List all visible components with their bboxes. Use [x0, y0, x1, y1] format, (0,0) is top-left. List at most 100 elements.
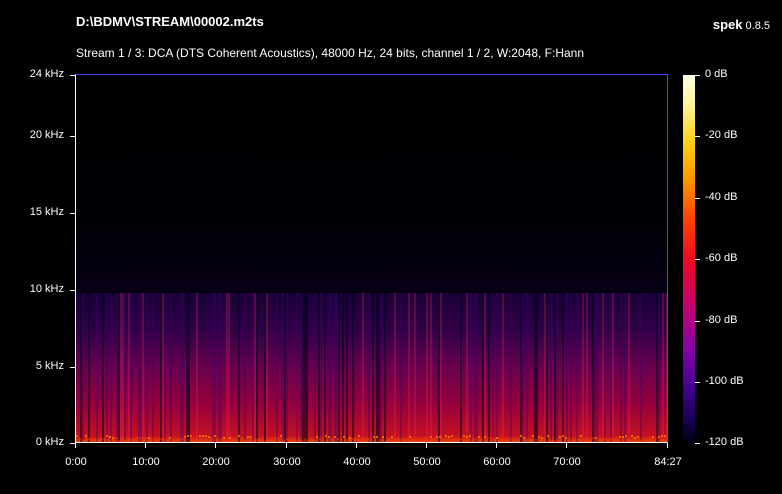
x-tick-0	[75, 443, 76, 448]
spectrogram-column	[516, 293, 518, 442]
app-brand: spek 0.8.5	[713, 17, 770, 32]
spectrogram-column	[80, 293, 82, 442]
spectrogram-bass-speck	[373, 436, 375, 438]
spectrogram-bass-speck	[409, 436, 411, 438]
spectrogram-column	[444, 293, 446, 442]
spectrogram-column	[552, 293, 554, 442]
x-label-10: 10:00	[132, 456, 160, 468]
spectrogram-bass-speck	[487, 437, 489, 439]
spectrogram-column	[306, 293, 308, 442]
spectrogram-bass-speck	[199, 435, 201, 437]
spectrogram-bass-speck	[448, 436, 450, 438]
spectrogram-bass-speck	[592, 437, 594, 439]
spectrogram-bass-speck	[343, 436, 345, 438]
spectrogram-bass-speck	[268, 439, 270, 441]
spectrogram-column	[200, 293, 202, 442]
spectrogram-column	[388, 293, 390, 442]
spectrogram-column	[382, 293, 384, 442]
spectrogram-column	[362, 293, 364, 442]
spectrogram-column	[464, 293, 466, 442]
spectrogram-column	[470, 293, 472, 442]
x-label-0: 0:00	[65, 456, 87, 468]
spectrogram-bass-speck	[385, 440, 387, 442]
spectrogram-column	[556, 293, 558, 442]
spectrogram-column	[192, 293, 194, 442]
spectrogram-column	[474, 293, 476, 442]
spectrogram-bass-speck	[241, 437, 243, 439]
spectrogram-column	[618, 293, 620, 442]
spectrogram-column	[334, 293, 336, 442]
spectrogram-bass-speck	[127, 438, 129, 440]
spectrogram-column	[424, 293, 426, 442]
spectrogram-column	[534, 293, 536, 442]
spectrogram-bass-speck	[340, 439, 342, 441]
spectrogram-column	[188, 293, 190, 442]
spectrogram-bass-speck	[265, 440, 267, 442]
spectrogram-bass-speck	[328, 436, 330, 438]
spectrogram-column	[514, 293, 516, 442]
spectrogram-column	[146, 293, 148, 442]
spectrogram-column	[234, 293, 236, 442]
spectrogram-column	[148, 293, 150, 442]
spectrogram-bass-speck	[304, 439, 306, 441]
spectrogram-bass-speck	[124, 440, 126, 442]
spectrogram-column	[116, 293, 118, 442]
spectrogram-column	[628, 293, 630, 442]
spectrogram-column	[554, 293, 556, 442]
spectrogram-bass-speck	[562, 435, 564, 437]
spectrogram-bass-speck	[145, 437, 147, 439]
spectrogram-column	[458, 293, 460, 442]
spectrogram-bass-speck	[400, 439, 402, 441]
spectrogram-column	[468, 293, 470, 442]
spectrogram-bass-speck	[169, 437, 171, 439]
spectrogram-bass-speck	[181, 438, 183, 440]
spectrogram-bass-speck	[439, 436, 441, 438]
spectrogram-bass-speck	[463, 435, 465, 437]
y-label-20khz: 20 kHz	[29, 129, 64, 141]
spectrogram-bass-speck	[460, 438, 462, 440]
spectrogram-bass-speck	[223, 437, 225, 439]
spectrogram-column	[90, 293, 92, 442]
spectrogram-column	[312, 293, 314, 442]
spectrogram-bass-speck	[166, 440, 168, 442]
spectrogram-bass-speck	[97, 440, 99, 442]
x-tick-30	[286, 443, 287, 448]
spectrogram-column	[160, 293, 162, 442]
spectrogram-column	[374, 293, 376, 442]
spectrogram-bass-speck	[583, 440, 585, 442]
spectrogram-bass-speck	[643, 440, 645, 442]
spectrogram-column	[478, 293, 480, 442]
spectrogram-bass-speck	[100, 438, 102, 440]
spectrogram-column	[176, 293, 178, 442]
spectrogram-column	[380, 293, 382, 442]
x-label-40: 40:00	[343, 456, 371, 468]
spectrogram-column	[78, 293, 80, 442]
spectrogram-bass-speck	[151, 438, 153, 440]
spectrogram-column	[272, 293, 274, 442]
y-tick-5	[70, 367, 75, 368]
cb-tick-80	[695, 321, 700, 322]
spectrogram-column	[428, 293, 430, 442]
spectrogram-bass-speck	[532, 435, 534, 437]
spectrogram-bass-speck	[658, 436, 660, 438]
spectrogram-bass-speck	[415, 440, 417, 442]
spectrogram-bass-speck	[310, 438, 312, 440]
spectrogram-bass-speck	[607, 440, 609, 442]
spectrogram-bass-speck	[418, 438, 420, 440]
spectrogram-column	[548, 293, 550, 442]
spectrogram-bass-speck	[481, 439, 483, 441]
spectrogram-column	[456, 293, 458, 442]
spectrogram-column	[398, 293, 400, 442]
spectrogram-bass-speck	[595, 437, 597, 439]
spectrogram-stripes	[76, 293, 667, 442]
spectrogram-bass-speck	[451, 435, 453, 437]
spectrogram-column	[616, 293, 618, 442]
spectrogram-column	[336, 293, 338, 442]
spectrogram-column	[412, 293, 414, 442]
spectrogram-bass-speck	[478, 436, 480, 438]
spectrogram-column	[154, 293, 156, 442]
spectrogram-bass-speck	[112, 437, 114, 439]
spectrogram-column	[590, 293, 592, 442]
spectrogram-column	[600, 293, 602, 442]
spectrogram-column	[416, 293, 418, 442]
